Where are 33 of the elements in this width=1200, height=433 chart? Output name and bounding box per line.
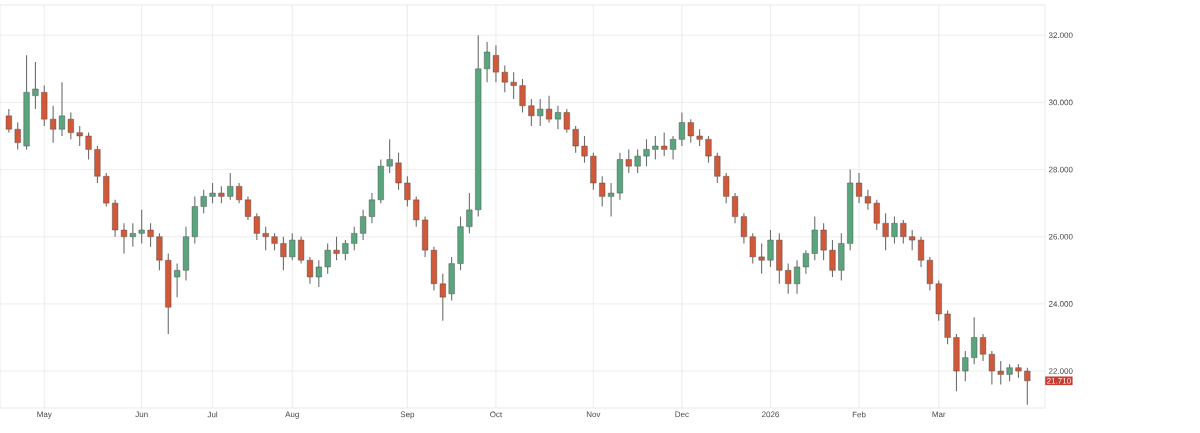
candlestick [466,192,473,234]
candlestick [838,232,845,281]
candlestick [138,209,145,244]
candlestick [475,34,482,218]
candlestick [882,212,889,251]
candlestick [58,81,66,137]
candlestick [377,158,384,204]
candlestick [953,333,960,392]
candlestick [776,232,783,285]
candlestick [971,316,978,365]
candlestick [280,236,287,271]
candlestick [661,132,668,157]
candlestick [120,222,128,255]
candlestick [50,105,57,144]
candlestick [847,169,854,251]
candlestick [811,216,818,261]
candlestick [1024,367,1031,406]
candlestick [32,61,39,110]
candlestick [23,54,30,150]
candlestick [997,360,1004,386]
candlestick [262,226,269,251]
candlestick [652,135,659,161]
candlestick [537,98,544,127]
candlestick [386,138,393,174]
candlestick [112,199,119,238]
candlestick [5,108,12,134]
candlestick [439,273,446,322]
candlestick [643,138,650,167]
candlestick [129,222,136,248]
candlestick [165,252,172,335]
candlestick [510,71,517,100]
candlestick [758,242,765,275]
candlestick [333,236,340,261]
